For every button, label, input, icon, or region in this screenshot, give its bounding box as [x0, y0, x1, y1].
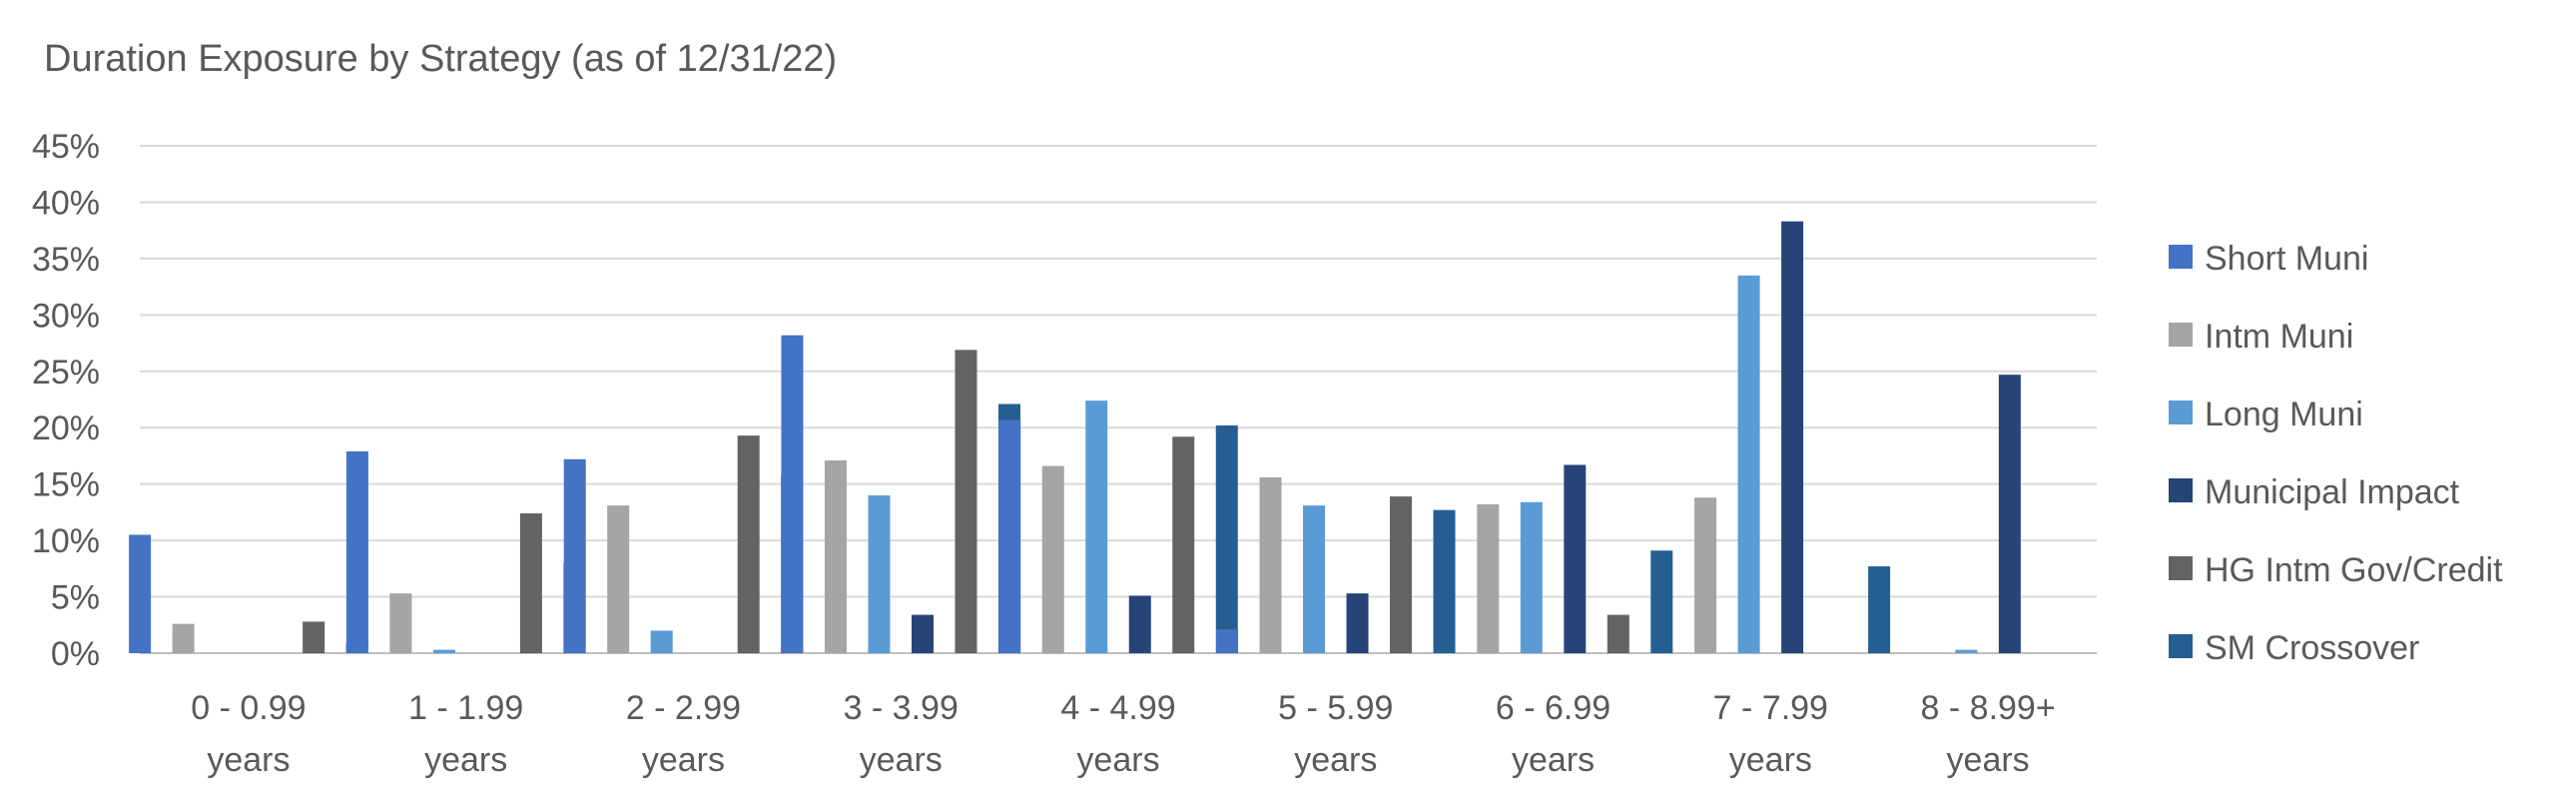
x-tick-label: 3 - 3.99: [844, 689, 959, 727]
x-tick-label: years: [1947, 741, 2030, 779]
x-tick-label: 4 - 4.99: [1060, 689, 1175, 727]
bar-short-muni: [1216, 629, 1239, 653]
y-tick-label: 15%: [32, 466, 100, 504]
bar-municipal-impact: [1998, 375, 2021, 653]
x-tick-label: years: [1294, 741, 1377, 779]
bar-municipal-impact: [1128, 595, 1151, 653]
y-tick-label: 25%: [32, 354, 100, 392]
bar-hg-intm-gov-credit: [303, 621, 325, 653]
bar-short-muni: [563, 458, 586, 653]
bar-long-muni: [868, 494, 891, 653]
x-tick-label: years: [424, 741, 507, 779]
legend-swatch: [2169, 478, 2193, 502]
bar-hg-intm-gov-credit: [519, 513, 542, 653]
bar-short-muni: [998, 419, 1021, 653]
chart-title: Duration Exposure by Strategy (as of 12/…: [44, 38, 838, 80]
bar-intm-muni: [824, 459, 847, 653]
y-tick-label: 45%: [32, 128, 100, 166]
x-tick-label: 1 - 1.99: [408, 689, 523, 727]
bar-long-muni: [1520, 501, 1543, 653]
x-tick-label: 6 - 6.99: [1496, 689, 1610, 727]
bar-hg-intm-gov-credit: [1172, 436, 1195, 653]
legend-label: Municipal Impact: [2205, 473, 2460, 511]
gridlines: [140, 145, 2097, 654]
bar-hg-intm-gov-credit: [1390, 496, 1413, 653]
bar-intm-muni: [607, 505, 630, 653]
x-tick-label: 2 - 2.99: [626, 689, 741, 727]
bar-hg-intm-gov-credit: [1607, 614, 1629, 653]
legend-swatch: [2169, 556, 2193, 580]
bar-municipal-impact: [911, 614, 934, 653]
y-tick-label: 20%: [32, 409, 100, 447]
legend-swatch: [2169, 323, 2193, 347]
bar-municipal-impact: [1781, 221, 1804, 653]
y-tick-label: 35%: [32, 241, 100, 279]
y-tick-label: 30%: [32, 297, 100, 335]
bar-intm-muni: [1694, 497, 1717, 653]
legend-label: HG Intm Gov/Credit: [2205, 551, 2503, 589]
bar-hg-intm-gov-credit: [955, 350, 977, 653]
y-tick-label: 40%: [32, 184, 100, 222]
legend-label: Intm Muni: [2205, 318, 2353, 356]
bar-intm-muni: [1041, 465, 1064, 653]
x-tick-label: 7 - 7.99: [1713, 689, 1828, 727]
legend-swatch: [2169, 634, 2193, 658]
x-tick-label: years: [1076, 741, 1159, 779]
bar-long-muni: [432, 649, 455, 653]
x-tick-label: years: [642, 741, 725, 779]
bar-short-muni: [129, 534, 152, 653]
bar-intm-muni: [1259, 476, 1282, 653]
bar-sm-crossover: [1650, 550, 1673, 653]
x-axis: 0 - 0.99 years 1 - 1.99 years 2 - 2.99 years 3…: [191, 689, 2055, 779]
bar-long-muni: [1737, 275, 1760, 653]
legend-label: SM Crossover: [2205, 629, 2419, 667]
bar-intm-muni: [172, 623, 195, 653]
x-tick-label: 0 - 0.99: [191, 689, 306, 727]
legend-swatch: [2169, 245, 2193, 269]
y-tick-label: 10%: [32, 522, 100, 560]
bar-sm-crossover: [1215, 424, 1238, 653]
x-tick-label: years: [1512, 741, 1595, 779]
bar-long-muni: [650, 630, 673, 653]
x-tick-label: years: [1729, 741, 1812, 779]
x-tick-label: 8 - 8.99+: [1921, 689, 2056, 727]
legend-label: Short Muni: [2205, 240, 2368, 278]
legend-swatch: [2169, 401, 2193, 424]
x-tick-label: years: [207, 741, 290, 779]
legend-label: Long Muni: [2205, 396, 2363, 433]
bar-long-muni: [1955, 649, 1978, 653]
bar-long-muni: [1303, 505, 1326, 653]
bar-sm-crossover: [1433, 509, 1456, 653]
bar-intm-muni: [1477, 503, 1500, 653]
y-tick-label: 5%: [51, 579, 100, 617]
bar-sm-crossover: [1868, 566, 1891, 653]
x-tick-label: years: [860, 741, 943, 779]
x-tick-label: 5 - 5.99: [1278, 689, 1393, 727]
bar-intm-muni: [389, 593, 412, 653]
y-tick-label: 0%: [51, 635, 100, 673]
bar-short-muni: [781, 335, 804, 653]
bars: [129, 221, 2021, 653]
y-axis: 0% 5% 10% 15% 20% 25% 30% 35% 40% 45%: [32, 128, 100, 673]
bar-long-muni: [1085, 401, 1108, 653]
bar-hg-intm-gov-credit: [737, 435, 760, 653]
bar-municipal-impact: [1564, 464, 1587, 653]
bar-short-muni: [345, 450, 368, 653]
legend: Short Muni Intm Muni Long Muni Municipal Im…: [2169, 240, 2503, 667]
bar-municipal-impact: [1346, 593, 1369, 653]
